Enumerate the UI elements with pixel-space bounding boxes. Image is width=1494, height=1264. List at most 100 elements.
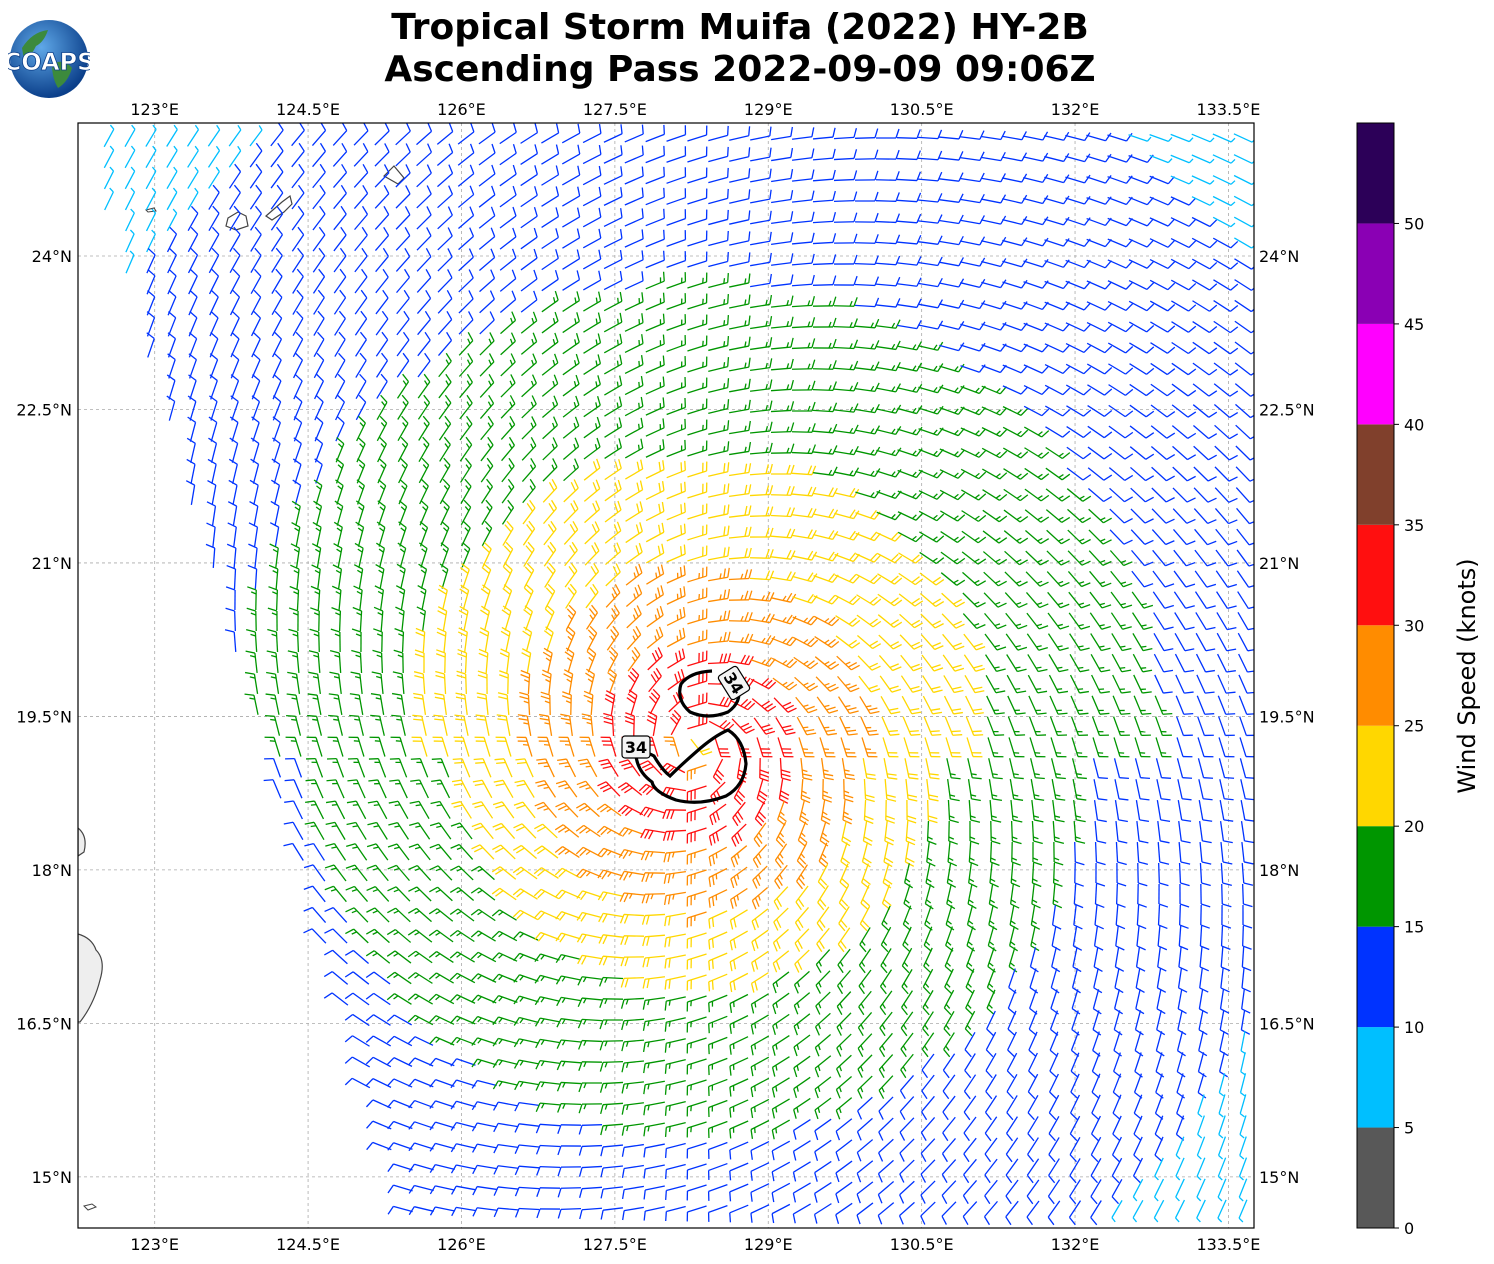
- wind-barb: [981, 279, 1007, 289]
- wind-barb: [353, 564, 364, 589]
- wind-barb: [344, 1056, 371, 1068]
- wind-barb: [267, 628, 279, 653]
- wind-barb: [812, 148, 836, 161]
- wind-barb: [335, 437, 345, 463]
- wind-barb: [983, 571, 1007, 587]
- wind-barb: [1069, 1115, 1081, 1142]
- wind-barb: [492, 1080, 518, 1090]
- wind-barb: [264, 736, 281, 757]
- wind-barb: [1024, 467, 1050, 481]
- wind-barb: [1153, 1199, 1165, 1223]
- wind-barb: [663, 850, 687, 863]
- wind-barb: [645, 418, 665, 437]
- wind-barb: [982, 489, 1008, 501]
- wind-barb: [750, 316, 773, 330]
- wind-barb: [875, 298, 901, 308]
- wind-barb: [754, 800, 767, 827]
- wind-barb: [1072, 779, 1087, 801]
- wind-barb: [1090, 1200, 1102, 1226]
- wind-barb: [407, 907, 432, 923]
- wind-barb: [834, 574, 861, 584]
- wind-barb: [708, 867, 728, 887]
- wind-barb: [834, 594, 861, 606]
- wind-barb: [1107, 196, 1133, 206]
- wind-barb: [1217, 695, 1236, 715]
- wind-barb: [537, 736, 554, 757]
- wind-barb: [1218, 1094, 1226, 1118]
- wind-barb: [920, 1159, 936, 1183]
- wind-barb: [729, 357, 751, 372]
- wind-barb: [917, 129, 943, 140]
- wind-barb: [812, 445, 838, 455]
- wind-barb: [1071, 1010, 1080, 1036]
- wind-barb: [686, 1163, 707, 1180]
- wind-barb: [982, 509, 1008, 523]
- wind-barb: [205, 543, 216, 569]
- wind-barb: [648, 667, 662, 693]
- wind-barb: [461, 542, 471, 568]
- wind-barb: [878, 1054, 894, 1079]
- wind-barb: [1023, 258, 1049, 268]
- wind-barb: [1170, 175, 1194, 185]
- wind-barb: [1005, 1200, 1019, 1226]
- wind-barb: [666, 607, 686, 627]
- wind-barb: [582, 165, 602, 186]
- wind-barb: [966, 926, 976, 952]
- wind-barb: [1071, 968, 1081, 994]
- wind-barb: [618, 849, 644, 859]
- wind-barb: [387, 843, 410, 861]
- wind-barb: [666, 146, 687, 163]
- wind-barb: [1074, 862, 1084, 887]
- wind-barb: [562, 416, 580, 439]
- wind-barb: [878, 634, 902, 650]
- wind-barb: [542, 437, 558, 461]
- wind-barb: [939, 489, 966, 501]
- wind-barb: [771, 1056, 790, 1077]
- wind-barb: [619, 892, 645, 903]
- wind-barb: [1002, 364, 1028, 374]
- wind-barb: [501, 436, 515, 462]
- wind-barb: [564, 647, 575, 673]
- wind-barb: [1006, 1095, 1018, 1121]
- wind-barb: [1177, 800, 1192, 822]
- wind-barb: [1026, 633, 1048, 651]
- coaps-logo: COAPS: [3, 18, 95, 100]
- wind-barb: [839, 716, 858, 736]
- wind-barb: [794, 928, 810, 952]
- wind-barb: [1111, 1157, 1123, 1184]
- wind-barb: [854, 361, 880, 371]
- wind-barb: [324, 864, 347, 882]
- wind-barb: [1170, 217, 1197, 227]
- wind-barb: [606, 604, 620, 630]
- wind-barb: [812, 190, 836, 203]
- wind-barb: [429, 1206, 455, 1216]
- wind-barb: [471, 1079, 497, 1089]
- wind-barb: [207, 145, 221, 168]
- wind-barb: [514, 1080, 539, 1091]
- wind-barb: [707, 1183, 728, 1201]
- wind-barb: [964, 1053, 976, 1079]
- wind-barb: [771, 592, 797, 603]
- wind-barb: [1109, 529, 1133, 545]
- wind-barb: [583, 416, 601, 439]
- wind-barb: [687, 461, 708, 478]
- wind-barb: [581, 713, 594, 737]
- wind-barb: [229, 268, 241, 295]
- wind-barb: [250, 289, 262, 316]
- wind-barb: [729, 698, 756, 711]
- wind-barb: [643, 1122, 665, 1137]
- wind-barb: [1005, 1179, 1019, 1205]
- wind-barb: [373, 628, 383, 653]
- wind-barb: [901, 947, 913, 974]
- wind-barb: [812, 338, 837, 349]
- wind-barb: [1196, 1157, 1206, 1181]
- wind-barb: [366, 907, 390, 923]
- wind-barb: [416, 143, 433, 167]
- wind-barb: [514, 1207, 540, 1218]
- wind-barb: [1149, 238, 1176, 248]
- wind-barb: [943, 695, 963, 715]
- wind-barb: [707, 1120, 728, 1138]
- wind-barb: [555, 780, 578, 798]
- wind-barb: [438, 331, 453, 357]
- wind-barb: [270, 184, 284, 210]
